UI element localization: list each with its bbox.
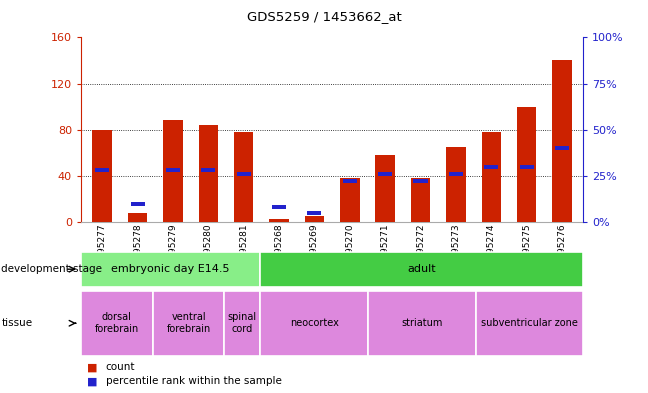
Bar (130, 202, 145, 206)
Bar (128, 213, 147, 222)
Bar (237, 172, 251, 176)
Text: spinal
cord: spinal cord (228, 312, 257, 334)
Text: tissue: tissue (1, 318, 32, 328)
Text: ventral
forebrain: ventral forebrain (167, 312, 211, 334)
Text: neocortex: neocortex (290, 318, 339, 328)
Bar (413, 179, 428, 184)
Bar (555, 146, 569, 150)
Bar (481, 132, 501, 222)
Bar (520, 165, 534, 169)
Bar (163, 120, 183, 222)
Bar (93, 130, 112, 222)
Text: embryonic day E14.5: embryonic day E14.5 (111, 264, 230, 274)
Bar (198, 125, 218, 222)
Bar (446, 147, 466, 222)
Bar (305, 216, 324, 222)
Text: count: count (106, 362, 135, 373)
Text: GDS5259 / 1453662_at: GDS5259 / 1453662_at (247, 10, 401, 23)
Text: subventricular zone: subventricular zone (481, 318, 578, 328)
Text: adult: adult (408, 264, 436, 274)
Bar (552, 61, 572, 222)
Bar (484, 165, 498, 169)
Text: ■: ■ (87, 362, 98, 373)
Bar (166, 168, 180, 173)
Bar (234, 132, 253, 222)
Bar (340, 178, 360, 222)
Text: striatum: striatum (401, 318, 443, 328)
Bar (378, 172, 392, 176)
Text: percentile rank within the sample: percentile rank within the sample (106, 376, 281, 386)
Text: dorsal
forebrain: dorsal forebrain (95, 312, 139, 334)
Bar (270, 219, 289, 222)
Text: development stage: development stage (1, 264, 102, 274)
Bar (411, 178, 430, 222)
Bar (375, 155, 395, 222)
Bar (449, 172, 463, 176)
Bar (343, 179, 357, 184)
Bar (202, 168, 215, 173)
Bar (517, 107, 537, 222)
Bar (95, 168, 110, 173)
Bar (307, 211, 321, 215)
Bar (272, 205, 286, 209)
Text: ■: ■ (87, 376, 98, 386)
